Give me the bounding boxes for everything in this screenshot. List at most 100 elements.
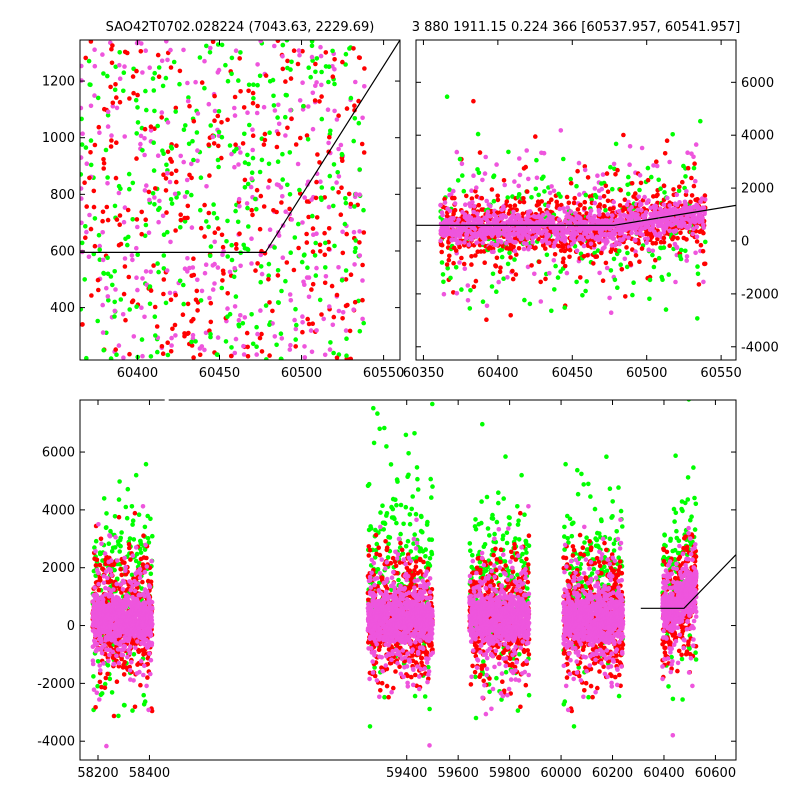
tl-point (189, 225, 195, 230)
tr-point (438, 202, 443, 208)
tr-point (464, 232, 469, 237)
tl-point (300, 80, 305, 85)
tr-point (659, 221, 664, 227)
tl-point (185, 215, 190, 221)
b-point (129, 572, 135, 578)
title-top-left: SAO42T0702.028224 (7043.63, 2229.69) (106, 20, 375, 35)
tl-point (189, 161, 194, 167)
tl-point (250, 133, 256, 138)
tr-point (662, 190, 667, 195)
tl-point (123, 317, 128, 323)
tr-point (615, 167, 620, 173)
tl-point (314, 215, 320, 220)
tl-point (245, 354, 251, 359)
tl-point (195, 277, 200, 283)
b-point (562, 534, 567, 539)
tl-point (284, 40, 290, 43)
tl-point (80, 116, 84, 122)
tl-point (284, 93, 290, 98)
b-point (132, 510, 138, 516)
tl-point (245, 205, 250, 211)
b-point (93, 538, 99, 544)
tr-point (494, 255, 500, 261)
tl-point (266, 185, 271, 190)
tr-point (477, 150, 483, 155)
tl-point (318, 249, 323, 254)
tl-point (306, 214, 311, 220)
b-point (97, 679, 103, 685)
b-point (692, 495, 697, 501)
tl-point (80, 155, 84, 160)
tl-point (86, 254, 92, 260)
tr-point (531, 229, 536, 234)
tl-point (95, 95, 101, 101)
tl-point (143, 88, 148, 94)
tl-point (357, 229, 362, 234)
b-point (413, 564, 419, 569)
tl-point (276, 102, 281, 108)
tl-point (242, 160, 248, 165)
b-point (379, 680, 385, 686)
b-point (122, 703, 127, 708)
tl-point (258, 193, 264, 199)
tl-point (150, 76, 156, 81)
tl-point (113, 64, 118, 70)
tl-point (117, 213, 123, 218)
tr-point (496, 279, 502, 285)
tr-point (457, 240, 463, 245)
tl-point (254, 352, 259, 357)
tl-point (233, 294, 239, 299)
tl-point (100, 257, 106, 263)
y-tick-label: -2000 (741, 287, 779, 302)
tl-point (267, 227, 273, 232)
tl-point (169, 171, 174, 176)
tl-point (348, 95, 354, 101)
tl-point (159, 58, 165, 64)
tl-point (198, 175, 204, 180)
tl-point (130, 180, 136, 186)
tl-point (110, 100, 116, 106)
tl-point (83, 145, 89, 150)
tl-point (121, 88, 126, 94)
tr-point (488, 214, 493, 219)
tr-point (616, 209, 622, 214)
x-tick-label: 60350 (403, 366, 444, 381)
tr-point (609, 246, 615, 252)
tr-point (622, 233, 628, 239)
tl-point (241, 242, 246, 248)
tl-point (292, 235, 298, 240)
tr-point (688, 199, 693, 205)
tr-point (561, 256, 566, 262)
tr-point (562, 209, 568, 214)
tl-point (236, 78, 241, 83)
tl-point (288, 108, 293, 113)
tl-point (228, 353, 234, 359)
tl-point (168, 144, 174, 150)
tr-point (506, 149, 511, 155)
tl-point (317, 297, 323, 303)
tl-point (168, 239, 173, 245)
tr-point (451, 216, 456, 221)
tl-point (327, 134, 332, 140)
tr-point (603, 260, 609, 266)
tl-point (348, 356, 353, 360)
tl-point (190, 265, 196, 270)
b-point (396, 577, 401, 583)
tl-point (339, 152, 345, 158)
frame-top-left (79, 39, 401, 361)
tr-point (474, 185, 479, 190)
tl-point (220, 278, 225, 283)
tl-point (352, 299, 358, 305)
b-point (692, 527, 698, 532)
tr-point (472, 226, 478, 232)
tl-point (352, 262, 357, 267)
tl-point (348, 201, 354, 207)
tr-point (622, 197, 628, 202)
tr-point (542, 189, 547, 194)
tr-point (638, 180, 644, 186)
x-tick-label: 60400 (117, 366, 158, 381)
tl-point (267, 322, 272, 328)
b-point (473, 527, 479, 532)
b-point (483, 568, 489, 573)
tl-point (231, 274, 237, 280)
